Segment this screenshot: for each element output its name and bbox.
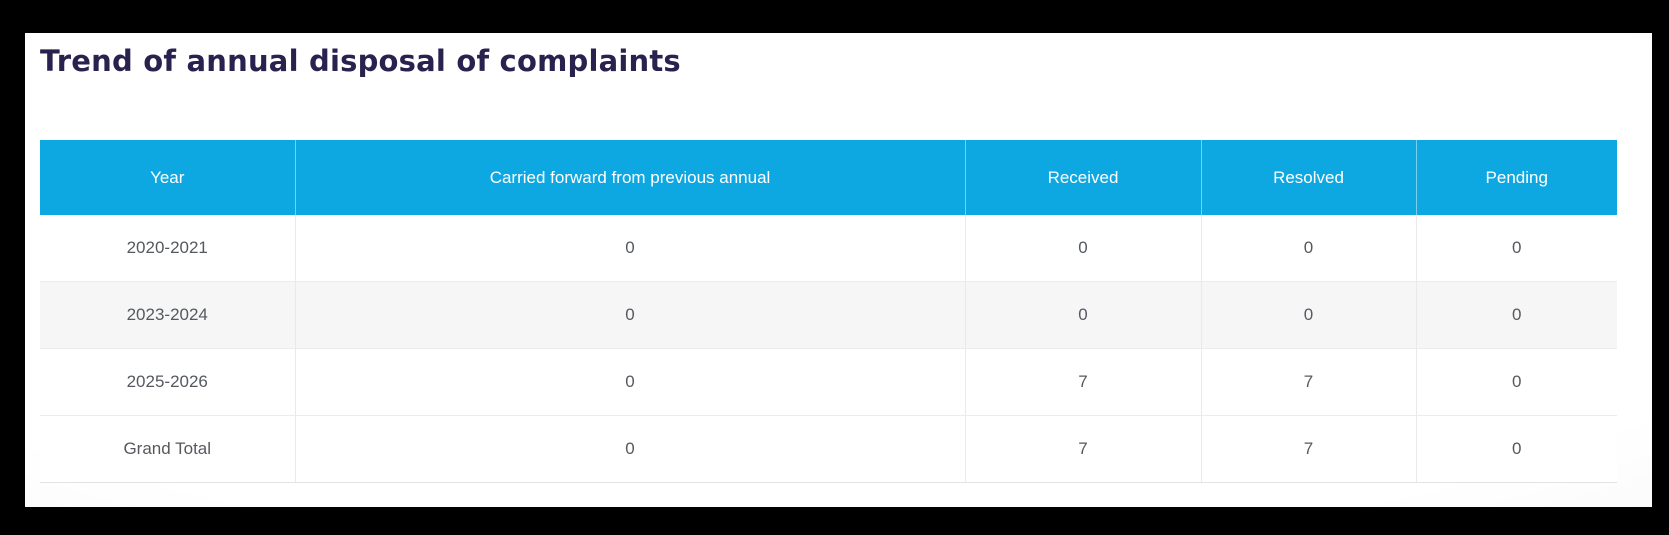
- resolved-cell: 0: [1201, 215, 1417, 282]
- pending-cell: 0: [1416, 415, 1617, 483]
- table-row: 2023-2024 0 0 0 0: [40, 281, 1617, 349]
- received-cell: 7: [965, 415, 1202, 483]
- page-title: Trend of annual disposal of complaints: [40, 44, 681, 78]
- column-header-resolved: Resolved: [1201, 140, 1417, 215]
- table-row: 2025-2026 0 7 7 0: [40, 348, 1617, 416]
- complaints-trend-table: Year Carried forward from previous annua…: [40, 140, 1617, 483]
- grand-total-row: Grand Total 0 7 7 0: [40, 415, 1617, 483]
- carried-forward-cell: 0: [295, 215, 966, 282]
- column-header-received: Received: [965, 140, 1202, 215]
- year-cell: 2023-2024: [40, 281, 296, 349]
- received-cell: 0: [965, 215, 1202, 282]
- column-header-carried-forward: Carried forward from previous annual: [295, 140, 966, 215]
- carried-forward-cell: 0: [295, 281, 966, 349]
- carried-forward-cell: 0: [295, 415, 966, 483]
- table-row: 2020-2021 0 0 0 0: [40, 215, 1617, 282]
- year-cell: Grand Total: [40, 415, 296, 483]
- resolved-cell: 7: [1201, 348, 1417, 416]
- received-cell: 7: [965, 348, 1202, 416]
- pending-cell: 0: [1416, 348, 1617, 416]
- year-cell: 2025-2026: [40, 348, 296, 416]
- resolved-cell: 7: [1201, 415, 1417, 483]
- resolved-cell: 0: [1201, 281, 1417, 349]
- table-header-row: Year Carried forward from previous annua…: [40, 140, 1617, 215]
- received-cell: 0: [965, 281, 1202, 349]
- carried-forward-cell: 0: [295, 348, 966, 416]
- pending-cell: 0: [1416, 215, 1617, 282]
- column-header-year: Year: [40, 140, 296, 215]
- page-card: Trend of annual disposal of complaints Y…: [25, 33, 1652, 507]
- year-cell: 2020-2021: [40, 215, 296, 282]
- pending-cell: 0: [1416, 281, 1617, 349]
- column-header-pending: Pending: [1416, 140, 1617, 215]
